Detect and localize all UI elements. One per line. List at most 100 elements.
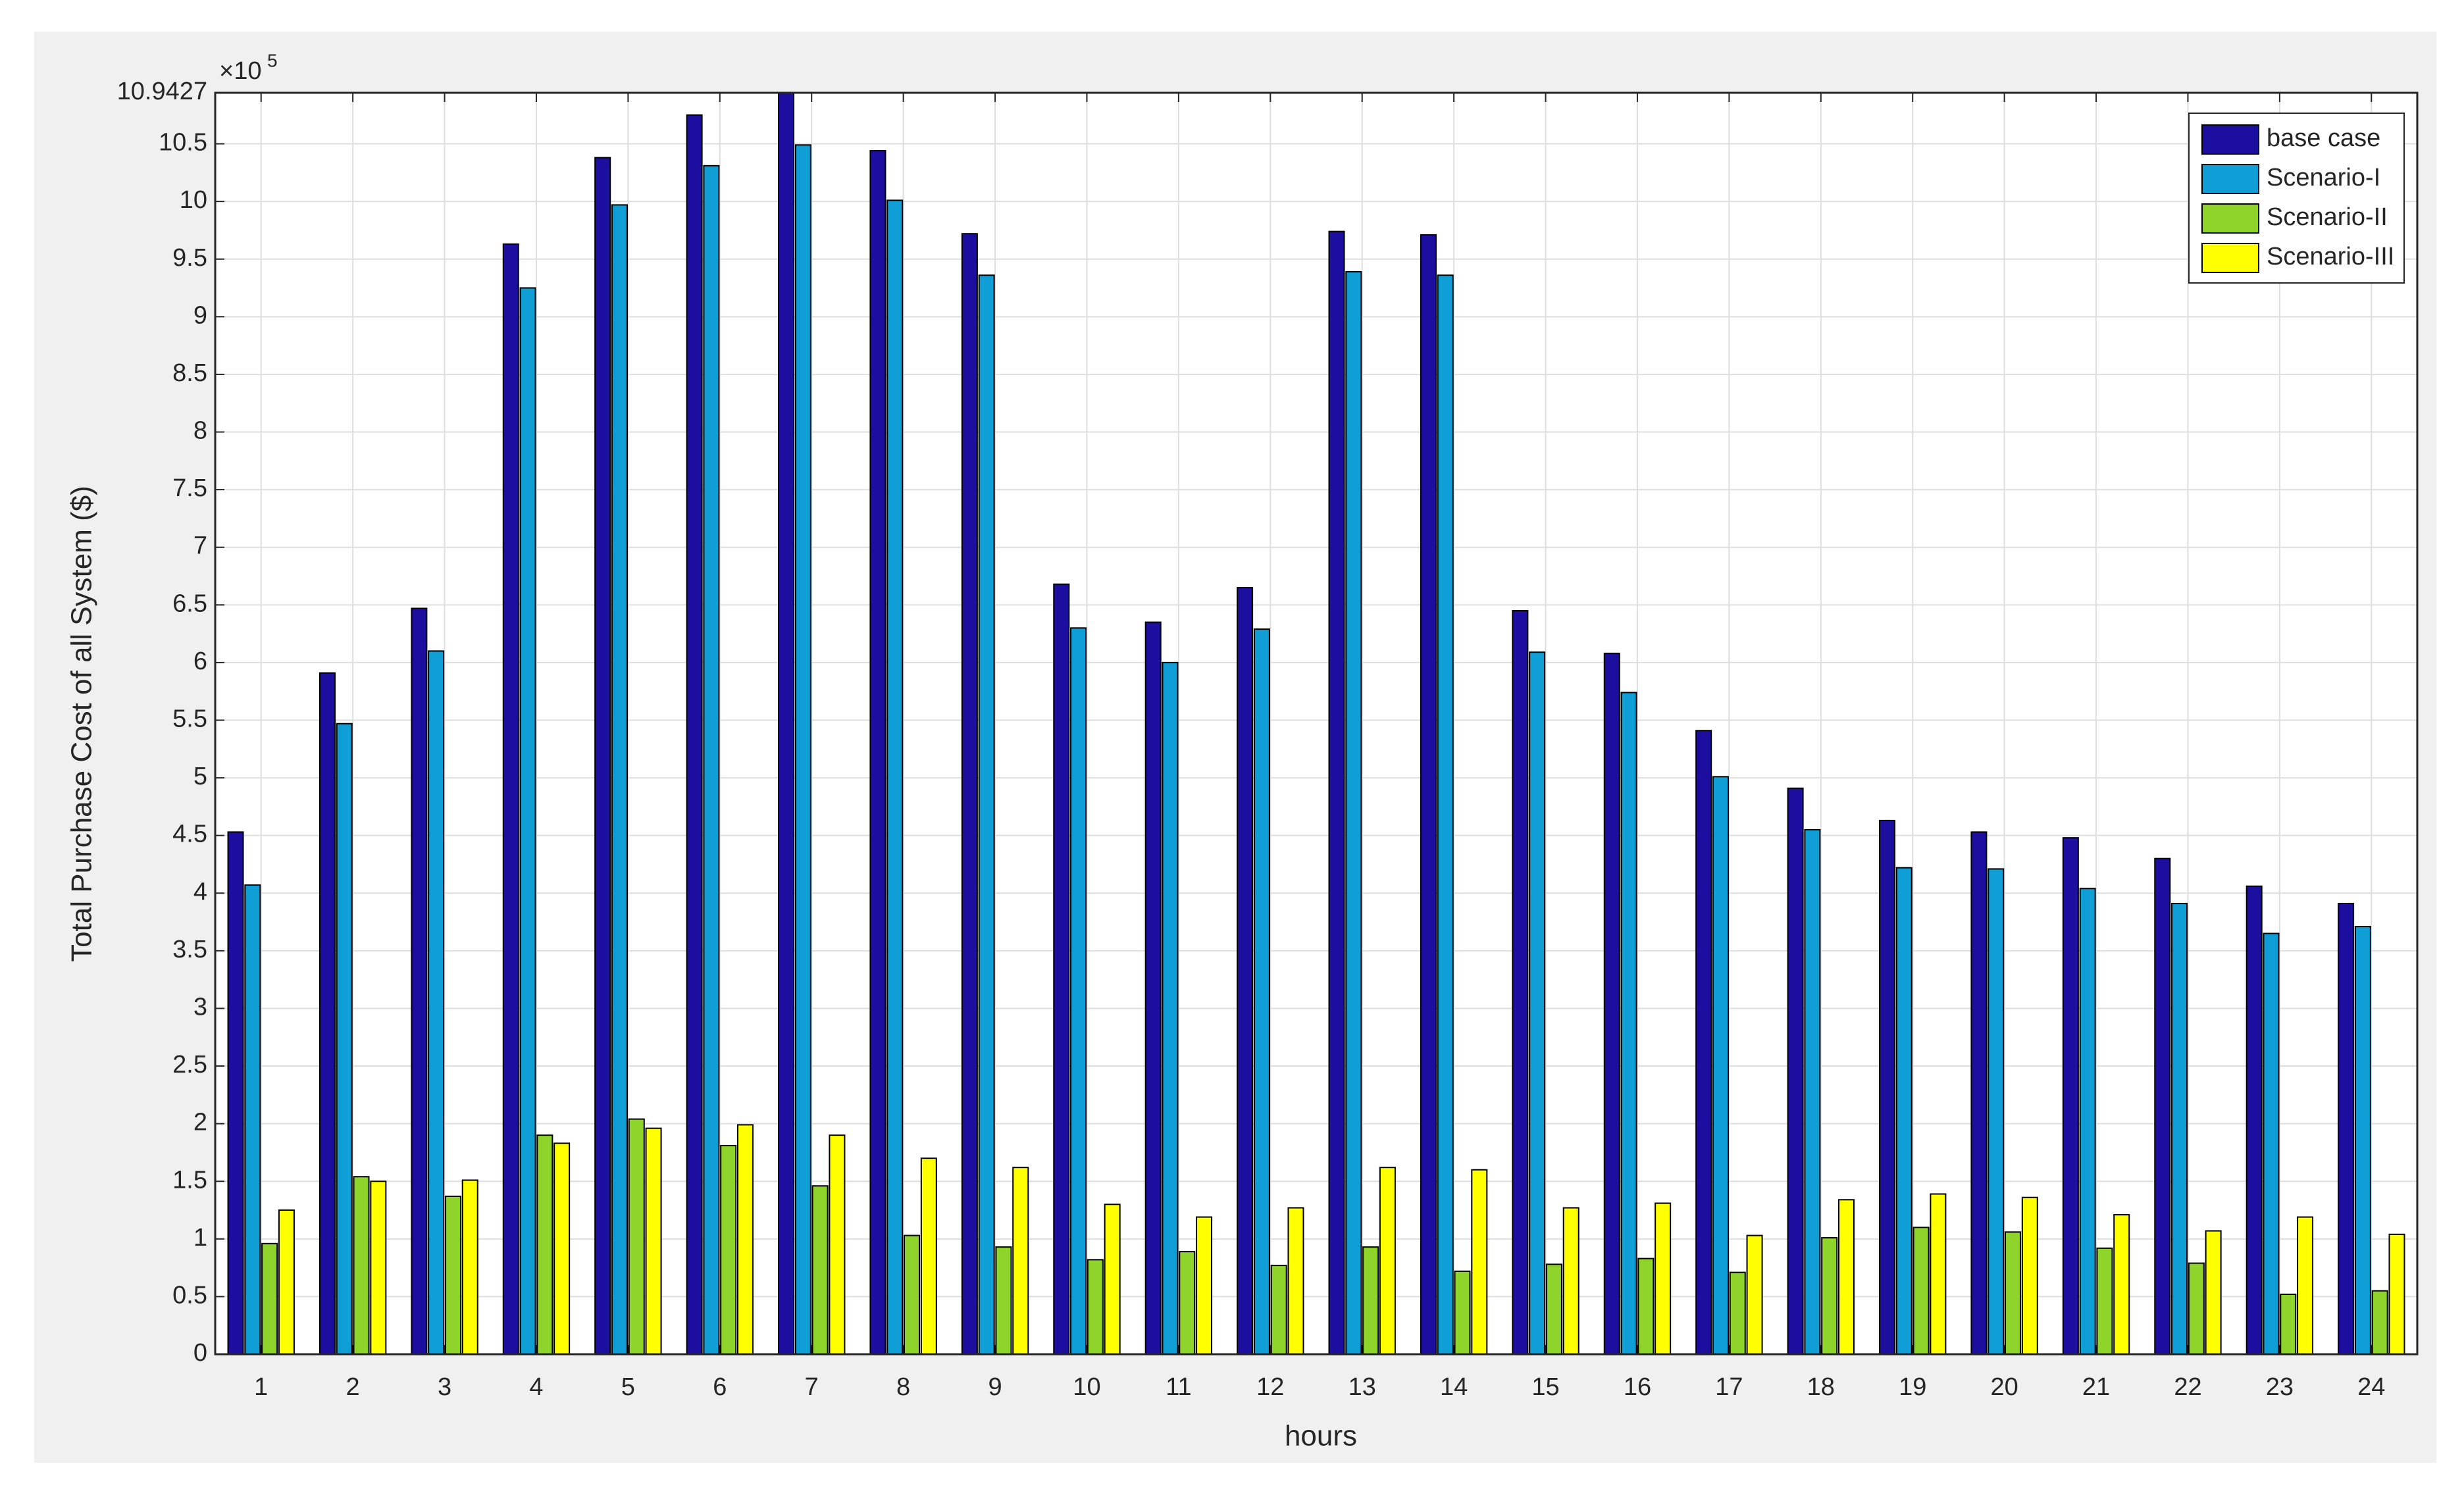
bar [995,1246,1012,1355]
plot-background [215,93,2417,1354]
y-tick-label: 7.5 [172,474,207,502]
bar [1144,621,1162,1355]
legend-swatch [2201,203,2259,234]
bar [1562,1207,1579,1355]
x-tick-label: 22 [2174,1373,2201,1401]
bar [1070,627,1087,1355]
bar [461,1179,478,1355]
bar [2354,926,2371,1355]
y-tick-label: 1 [193,1224,207,1252]
x-tick-label: 21 [2082,1373,2110,1401]
bar [1012,1167,1029,1355]
x-tick-label: 19 [1899,1373,1926,1401]
x-tick-label: 15 [1531,1373,1559,1401]
x-axis-label: hours [1285,1420,1357,1452]
bar [553,1142,571,1355]
y-tick-label: 10.5 [159,129,207,157]
bar [1237,587,1254,1356]
bar [1454,1270,1471,1355]
x-tick-label: 16 [1624,1373,1651,1401]
y-tick-label: 6 [193,648,207,675]
bar [2079,888,2096,1355]
x-tick-label: 14 [1440,1373,1468,1401]
bar [778,92,795,1355]
bar [2263,932,2280,1355]
x-tick-label: 5 [621,1373,635,1401]
bar [920,1157,937,1356]
y-tick-label: 2 [193,1109,207,1136]
y-tick-label: 4 [193,878,207,905]
x-tick-label: 13 [1348,1373,1376,1401]
bar [1655,1202,1672,1356]
bar [227,831,244,1355]
bar [904,1234,921,1356]
bar [1420,234,1437,1355]
bar [502,243,519,1356]
y-tick-label: 10.9427 [117,78,207,105]
x-tick-label: 10 [1073,1373,1100,1401]
y-tick-label: 10 [180,186,207,214]
legend-label: base case [2267,124,2380,152]
bar [1179,1251,1196,1355]
y-tick-label: 1.5 [172,1166,207,1194]
x-tick-label: 7 [805,1373,819,1401]
bar [1471,1169,1488,1355]
bar [611,204,628,1355]
x-tick-label: 2 [346,1373,360,1401]
bar [411,607,428,1355]
bar [628,1118,645,1356]
legend-label: Scenario-III [2267,243,2394,270]
y-tick-label: 3.5 [172,936,207,963]
bar [2246,885,2263,1356]
bar [1988,868,2005,1355]
bar [1787,787,1804,1355]
y-axis-label: Total Purchase Cost of all System ($) [66,486,98,962]
bar [886,199,904,1356]
bar [645,1127,662,1355]
bar [336,723,353,1355]
y-scale-base: ×10 [219,57,261,85]
legend-swatch [2201,164,2259,194]
bar [961,233,978,1355]
bar [811,1185,829,1355]
bar [1379,1167,1396,1355]
bar [1930,1193,1947,1355]
y-tick-label: 5.5 [172,705,207,733]
bar [1912,1227,1930,1355]
x-tick-label: 3 [438,1373,451,1401]
y-tick-label: 9.5 [172,244,207,272]
bar [428,650,445,1355]
bar [2005,1231,2022,1355]
bar [1328,230,1345,1356]
axes-box [214,91,2419,1356]
bar [2096,1247,2113,1356]
bar [869,150,886,1355]
bar [1837,1199,1855,1355]
x-tick-label: 20 [1990,1373,2018,1401]
bar [370,1181,387,1355]
bar [1512,610,1529,1355]
bar [1970,831,1988,1355]
bar [686,114,703,1356]
bar [1895,867,1912,1356]
bar [2154,857,2171,1355]
bar [1746,1234,1763,1356]
bar [2062,837,2079,1355]
y-tick-label: 8 [193,417,207,445]
bar [1162,661,1179,1355]
x-tick-label: 9 [988,1373,1002,1401]
bar [278,1209,295,1356]
y-tick-label: 0.5 [172,1281,207,1309]
bar [1804,828,1821,1355]
legend-label: Scenario-I [2267,164,2380,191]
bar [594,157,611,1355]
bar [978,274,995,1355]
x-tick-label: 18 [1807,1373,1835,1401]
bar [319,672,336,1355]
bar [519,287,536,1355]
legend-label: Scenario-II [2267,203,2388,231]
bar [736,1124,754,1355]
bar [2021,1196,2038,1356]
